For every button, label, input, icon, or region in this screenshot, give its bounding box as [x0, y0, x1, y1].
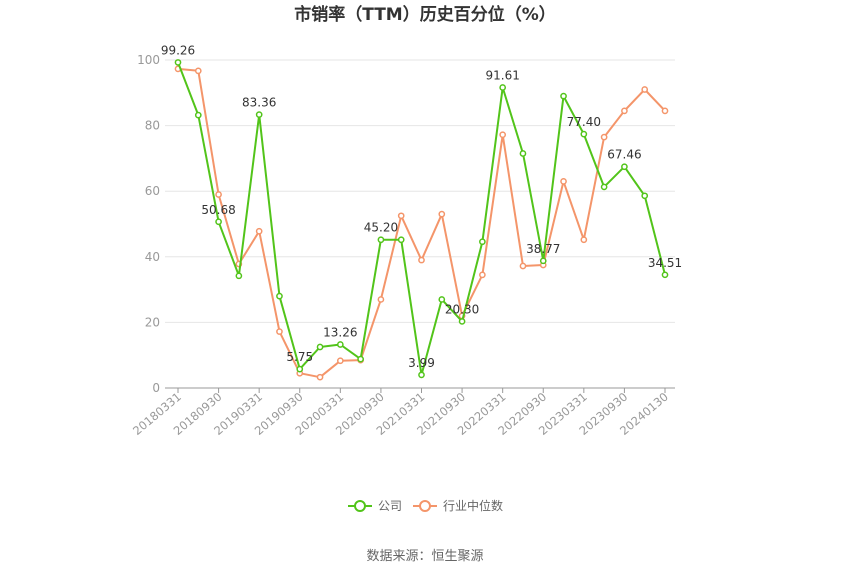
- legend-label-1: 行业中位数: [443, 498, 503, 513]
- data-label-6: 5.75: [286, 350, 313, 364]
- x-axis: 2018033120180930201903312019093020200331…: [130, 387, 675, 438]
- series-0-point-7: [316, 343, 324, 351]
- series-0-point-21: [600, 183, 608, 191]
- data-label-16: 91.61: [485, 69, 519, 83]
- legend-marker-0: [354, 500, 366, 512]
- y-tick-label-0: 0: [152, 381, 160, 395]
- series-1-point-11: [397, 212, 405, 220]
- y-axis: 0 20 40 60 80 100: [137, 53, 160, 395]
- series-1-point-19: [560, 178, 567, 185]
- series-0-point-16: [499, 84, 507, 91]
- data-label-24: 34.51: [648, 256, 682, 270]
- data-label-14: 20.30: [445, 302, 479, 316]
- data-label-10: 45.20: [364, 221, 398, 235]
- series-0-point-1: [194, 111, 202, 119]
- data-label-22: 67.46: [607, 148, 641, 162]
- series-1-point-22: [621, 107, 628, 115]
- series-0-point-23: [641, 192, 649, 200]
- series-1-point-23: [641, 86, 649, 93]
- y-tick-label-80: 80: [145, 119, 160, 133]
- series-1-point-17: [519, 262, 527, 270]
- legend: 公司 行业中位数: [348, 498, 503, 513]
- legend-marker-1: [419, 500, 431, 512]
- data-label-18: 38.77: [526, 242, 560, 256]
- series-0-point-6: [296, 365, 304, 373]
- series-0-point-0: [174, 59, 182, 66]
- series-0-point-15: [479, 238, 486, 246]
- series-0-point-19: [560, 92, 567, 100]
- y-tick-label-40: 40: [145, 250, 160, 264]
- series-0-point-10: [377, 236, 385, 244]
- series-0-point-4: [255, 111, 263, 118]
- series-0-point-18: [539, 257, 547, 265]
- series-0-point-11: [397, 236, 405, 244]
- series-1-point-1: [194, 67, 202, 75]
- series-1-point-20: [580, 236, 588, 244]
- series-0-point-9: [357, 355, 364, 363]
- series-0-point-3: [235, 272, 243, 280]
- series-0-point-5: [276, 292, 283, 300]
- y-tick-label-60: 60: [145, 184, 160, 198]
- data-label-0: 99.26: [161, 43, 195, 57]
- series-0-point-2: [215, 218, 222, 226]
- legend-label-0: 公司: [378, 499, 402, 513]
- chart-title: 市销率（TTM）历史百分位（%）: [294, 4, 556, 25]
- series-0-point-8: [336, 341, 344, 348]
- series-0-point-17: [519, 150, 527, 157]
- series-1-point-8: [336, 357, 344, 365]
- data-label-8: 13.26: [323, 326, 357, 340]
- data-label-12: 3.99: [408, 356, 435, 370]
- data-label-4: 83.36: [242, 96, 276, 110]
- source-note: 数据来源：恒生聚源: [366, 549, 483, 564]
- series-0-point-12: [418, 371, 425, 379]
- series-0-point-22: [621, 163, 628, 171]
- series-1-point-24: [661, 107, 669, 115]
- series-0-point-13: [438, 296, 446, 303]
- series-1-point-13: [438, 210, 446, 218]
- data-label-2: 50.68: [201, 203, 235, 217]
- y-tick-label-20: 20: [145, 315, 160, 329]
- series-layer: [174, 59, 669, 381]
- series-1-point-15: [479, 271, 486, 279]
- data-labels: 99.26 50.68 83.36 5.75 13.26 45.20 3.99 20.30 91…: [161, 43, 682, 369]
- series-1-point-21: [600, 133, 608, 141]
- series-0-point-20: [580, 130, 588, 138]
- series-1-point-4: [255, 227, 263, 235]
- series-1-point-7: [316, 373, 324, 381]
- series-1-point-2: [215, 191, 222, 198]
- data-label-20: 77.40: [567, 115, 601, 129]
- series-0-point-24: [661, 271, 669, 279]
- series-1-point-12: [418, 256, 425, 264]
- series-1-point-5: [276, 328, 283, 335]
- series-1-point-10: [377, 296, 385, 303]
- series-0-point-14: [458, 318, 466, 325]
- series-1-point-16: [499, 131, 507, 139]
- y-tick-label-100: 100: [137, 53, 160, 67]
